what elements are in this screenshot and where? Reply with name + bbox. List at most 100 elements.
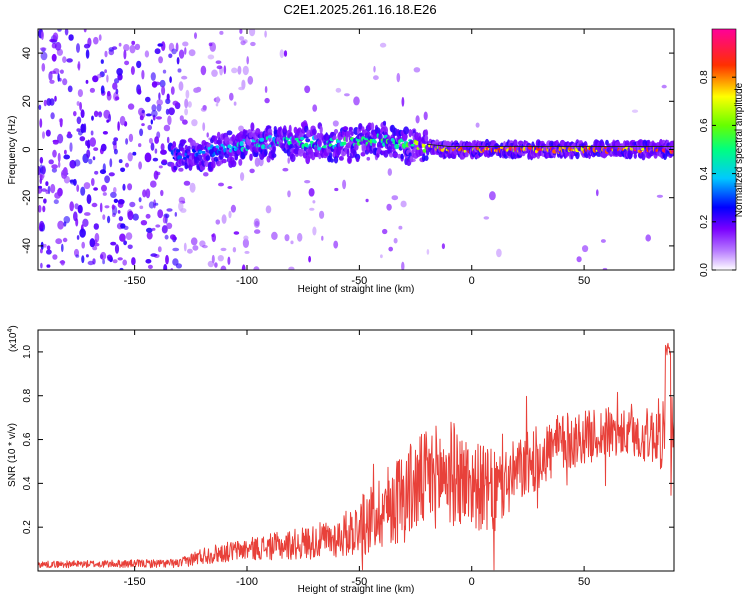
spectrogram-noise-speckle [136, 60, 142, 69]
spectrogram-noise-speckle [190, 237, 198, 246]
spectrogram-noise-speckle [102, 163, 106, 173]
spectrogram-noise-speckle [89, 137, 97, 147]
spectrogram-noise-speckle [391, 195, 399, 201]
spectrogram-noise-speckle [69, 201, 74, 212]
spectrogram-ridge-core [671, 150, 674, 153]
colorbar-gradient [711, 28, 737, 271]
spectrogram-ridge-core [261, 144, 266, 150]
spectrogram-noise-speckle [67, 131, 71, 136]
spectrogram-y-tick-label: -20 [21, 190, 33, 206]
spectrogram-noise-speckle [160, 143, 165, 151]
spectrogram-noise-speckle [98, 34, 102, 41]
spectrogram-noise-speckle [161, 159, 168, 164]
spectrogram-noise-speckle [45, 181, 49, 187]
spectrogram-noise-speckle [150, 142, 155, 151]
spectrogram-noise-speckle [600, 239, 606, 243]
spectrogram-ridge-halo [387, 146, 393, 155]
spectrogram-noise-speckle [396, 72, 401, 83]
spectrogram-noise-speckle [155, 224, 161, 228]
spectrogram-noise-speckle [41, 63, 46, 72]
spectrogram-noise-speckle [312, 104, 318, 112]
spectrogram-noise-speckle [138, 197, 142, 203]
spectrogram-noise-speckle [38, 205, 42, 213]
spectrogram-noise-speckle [55, 238, 63, 245]
spectrogram-noise-speckle [92, 75, 99, 83]
spectrogram-noise-speckle [113, 91, 119, 102]
spectrogram-ridge-halo [172, 141, 177, 149]
spectrogram-noise-speckle [120, 167, 126, 173]
spectrogram-ridge-core [369, 138, 373, 144]
spectrogram-ridge-core [306, 145, 309, 148]
spectrogram-noise-speckle [602, 267, 608, 270]
spectrogram-noise-speckle [110, 191, 117, 198]
spectrogram-noise-speckle [415, 115, 420, 124]
snr-y-tick-label: 0.8 [22, 388, 33, 402]
spectrogram-ridge-halo [238, 158, 243, 166]
spectrogram-ridge-halo [249, 153, 253, 161]
spectrogram-noise-speckle [91, 178, 95, 186]
spectrogram-noise-speckle [220, 265, 227, 270]
spectrogram-noise-speckle [96, 111, 102, 115]
spectrogram-noise-speckle [184, 98, 189, 109]
spectrogram-noise-speckle [202, 245, 208, 249]
spectrogram-noise-speckle [216, 96, 220, 104]
spectrogram-noise-speckle [50, 183, 56, 194]
spectrogram-noise-speckle [283, 50, 288, 57]
spectrogram-noise-speckle [86, 194, 92, 205]
spectrogram-ridge-core [227, 144, 232, 149]
spectrogram-noise-speckle [232, 247, 237, 253]
spectrogram-noise-speckle [99, 202, 103, 213]
spectrogram-noise-speckle [496, 248, 502, 258]
spectrogram-noise-speckle [93, 36, 99, 45]
spectrogram-ridge-core [373, 140, 377, 144]
spectrogram-noise-speckle [231, 67, 238, 74]
spectrogram-noise-speckle [114, 78, 120, 84]
spectrogram-noise-speckle [159, 79, 166, 88]
spectrogram-ridge-halo [424, 155, 429, 162]
spectrogram-ridge-halo [402, 133, 408, 142]
spectrogram-ridge-core [202, 150, 206, 154]
spectrogram-y-axis-label: Frequency (Hz) [7, 116, 18, 185]
spectrogram-ridge-core [265, 136, 269, 141]
spectrogram-noise-speckle [171, 48, 177, 55]
spectrogram-noise-speckle [119, 233, 126, 242]
spectrogram-ridge-halo [555, 139, 559, 146]
spectrogram-ridge-core [558, 146, 561, 151]
spectrogram-noise-speckle [221, 214, 227, 224]
spectrogram-noise-speckle [66, 58, 73, 63]
spectrogram-noise-speckle [254, 229, 261, 234]
spectrogram-noise-speckle [182, 119, 188, 125]
spectrogram-noise-speckle [211, 233, 216, 243]
spectrogram-noise-speckle [43, 198, 47, 204]
spectrogram-noise-speckle [123, 240, 127, 246]
spectrogram-ridge-core [324, 144, 327, 149]
spectrogram-noise-speckle [645, 234, 651, 242]
spectrogram-noise-speckle [154, 202, 159, 206]
spectrogram-noise-speckle [42, 205, 46, 213]
spectrogram-noise-speckle [102, 259, 105, 265]
spectrogram-noise-speckle [38, 185, 43, 189]
spectrogram-noise-speckle [483, 216, 490, 220]
spectrogram-noise-speckle [129, 201, 136, 208]
spectrogram-noise-speckle [386, 203, 392, 211]
spectrogram-noise-speckle [334, 187, 339, 192]
spectrogram-noise-speckle [144, 50, 150, 58]
spectrogram-noise-speckle [140, 220, 148, 226]
spectrogram-noise-speckle [85, 49, 90, 59]
spectrogram-noise-speckle [188, 49, 196, 57]
spectrogram-noise-speckle [166, 93, 170, 101]
spectrogram-noise-speckle [335, 87, 342, 93]
spectrogram-noise-speckle [148, 201, 155, 209]
spectrogram-noise-speckle [240, 172, 245, 181]
spectrogram-noise-speckle [215, 60, 222, 64]
spectrogram-noise-speckle [342, 179, 347, 190]
spectrogram-noise-speckle [48, 159, 54, 165]
spectrogram-noise-speckle [144, 152, 152, 163]
spectrogram-noise-speckle [223, 65, 227, 75]
spectrogram-noise-speckle [218, 182, 224, 187]
spectrogram-noise-speckle [227, 256, 231, 265]
spectrogram-noise-speckle [179, 115, 184, 122]
spectrogram-noise-speckle [254, 157, 260, 167]
spectrogram-noise-speckle [150, 180, 157, 188]
spectrogram-noise-speckle [145, 113, 152, 117]
